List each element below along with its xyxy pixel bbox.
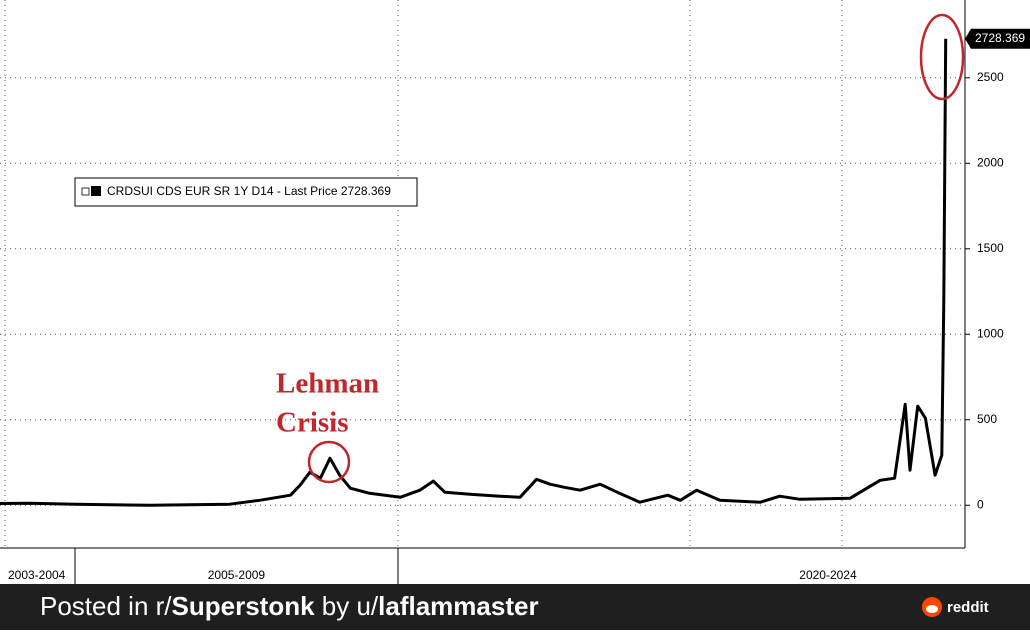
y-tick-label: 500 (977, 412, 997, 426)
y-tick-label: 1500 (977, 241, 1004, 255)
highlight-ellipse (919, 13, 965, 101)
footer-middle: by u/ (315, 591, 379, 621)
legend-expander (81, 187, 90, 196)
footer-prefix: Posted in r/ (40, 591, 172, 621)
annotation-circle (307, 440, 351, 484)
last-price-label: 2728.369 (975, 31, 1025, 45)
y-tick-label: 2500 (977, 70, 1004, 84)
footer-subreddit[interactable]: Superstonk (172, 591, 316, 621)
footer-bar (0, 584, 1030, 630)
x-tick-label: 2003-2004 (8, 568, 66, 582)
annotation-line-1: Lehman (276, 368, 379, 400)
last-price-tag (965, 28, 1030, 49)
y-tick-label: 0 (977, 497, 984, 511)
footer-text: Posted in r/Superstonk by u/laflammaster (40, 591, 539, 621)
legend-swatch (91, 186, 101, 196)
legend: CRDSUI CDS EUR SR 1Y D14 - Last Price 27… (74, 177, 418, 207)
reddit-logo-face (926, 605, 938, 613)
y-tick-label: 1000 (977, 326, 1004, 340)
legend-box (74, 177, 418, 207)
series-line (0, 38, 948, 507)
y-tick-label: 2000 (977, 155, 1004, 169)
footer-user[interactable]: laflammaster (378, 591, 538, 621)
reddit-brand: reddit (947, 599, 989, 616)
x-tick-label: 2020-2024 (799, 568, 857, 582)
annotation-line-2: Crisis (276, 407, 349, 439)
legend-label: CRDSUI CDS EUR SR 1Y D14 - Last Price 27… (107, 184, 391, 198)
x-tick-label: 2005-2009 (208, 568, 266, 582)
